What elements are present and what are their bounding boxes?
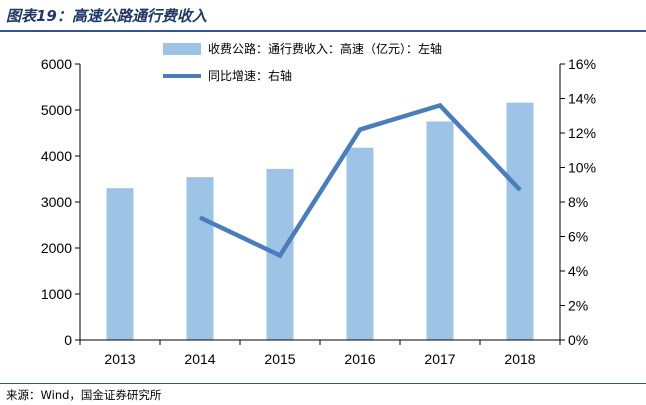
- left-tick-label: 0: [64, 332, 72, 348]
- source-bar: 来源：Wind，国金证券研究所: [0, 383, 646, 405]
- right-tick-label: 14%: [568, 91, 596, 107]
- left-tick-label: 6000: [41, 56, 72, 72]
- x-tick-label: 2013: [104, 351, 135, 367]
- left-tick-label: 2000: [41, 240, 72, 256]
- legend-bar-swatch: [163, 43, 201, 55]
- left-tick-label: 3000: [41, 194, 72, 210]
- x-tick-label: 2014: [184, 351, 215, 367]
- right-tick-label: 0%: [568, 332, 588, 348]
- legend-bar-label: 收费公路：通行费收入：高速（亿元）：左轴: [208, 41, 442, 56]
- bar-2014: [186, 177, 214, 340]
- right-tick-label: 4%: [568, 263, 588, 279]
- left-tick-label: 5000: [41, 102, 72, 118]
- left-tick-label: 1000: [41, 286, 72, 302]
- left-tick-label: 4000: [41, 148, 72, 164]
- bar-2013: [106, 188, 134, 340]
- title-bar: 图表19：高速公路通行费收入: [0, 0, 646, 32]
- source-note: 来源：Wind，国金证券研究所: [6, 388, 162, 402]
- x-tick-label: 2018: [504, 351, 535, 367]
- legend-line-label: 同比增速：右轴: [208, 68, 292, 83]
- chart-title: 图表19：高速公路通行费收入: [6, 7, 207, 25]
- x-tick-label: 2016: [344, 351, 375, 367]
- right-tick-label: 10%: [568, 160, 596, 176]
- x-tick-label: 2015: [264, 351, 295, 367]
- right-tick-label: 2%: [568, 298, 588, 314]
- bar-2018: [506, 102, 534, 340]
- growth-point-2016: [359, 129, 361, 131]
- x-tick-label: 2017: [424, 351, 455, 367]
- right-tick-label: 12%: [568, 125, 596, 141]
- right-tick-label: 8%: [568, 194, 588, 210]
- right-tick-label: 16%: [568, 56, 596, 72]
- growth-point-2014: [199, 217, 201, 219]
- growth-point-2015: [279, 254, 281, 256]
- bar-2017: [426, 121, 454, 340]
- bar-2016: [346, 147, 374, 340]
- growth-point-2017: [439, 104, 441, 106]
- right-tick-label: 6%: [568, 229, 588, 245]
- growth-point-2018: [519, 189, 521, 191]
